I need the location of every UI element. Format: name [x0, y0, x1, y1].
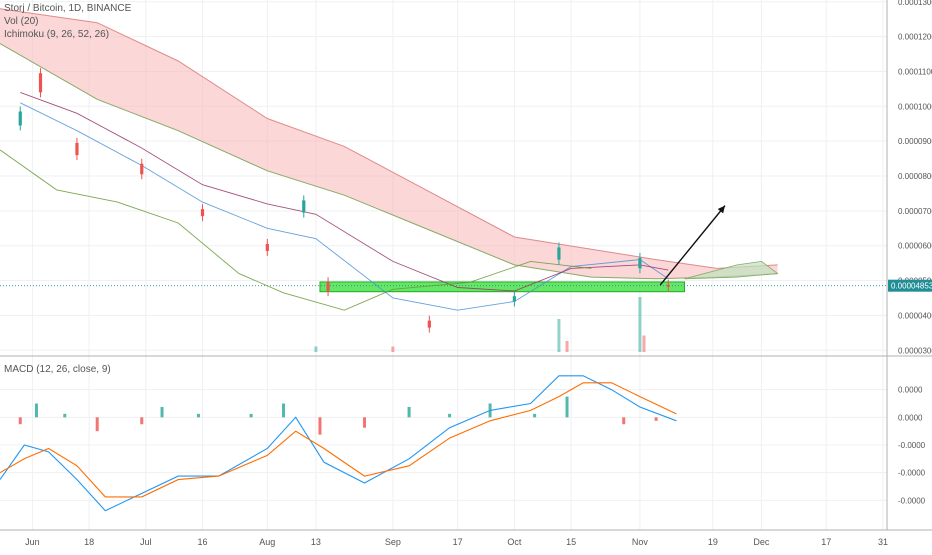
price-tick-label: 0.00004000 — [898, 311, 932, 320]
macd-histogram-bar — [140, 417, 144, 425]
time-tick-label: 13 — [311, 537, 321, 547]
macd-histogram-bar — [95, 417, 99, 432]
time-tick-label: 18 — [84, 537, 94, 547]
macd-line — [0, 375, 677, 512]
volume-bar — [565, 341, 569, 352]
volume-bars — [314, 297, 646, 352]
time-tick-label: Jun — [25, 537, 40, 547]
macd-histogram-bar — [249, 413, 253, 418]
time-tick-label: 17 — [453, 537, 463, 547]
macd-histogram-bar — [18, 417, 22, 425]
time-tick-label: Sep — [385, 537, 401, 547]
lagging-span — [0, 149, 592, 311]
symbol-title[interactable]: Storj / Bitcoin, 1D, BINANCE — [4, 3, 132, 14]
macd-histogram-bar — [318, 417, 322, 435]
macd-histogram-bar — [407, 406, 411, 418]
time-tick-label: 31 — [878, 537, 888, 547]
candle — [18, 111, 22, 126]
volume-bar — [557, 319, 561, 352]
candle — [302, 200, 306, 213]
time-tick-label: 17 — [821, 537, 831, 547]
macd-histogram-bar — [533, 413, 537, 418]
price-tick-label: 0.00010000 — [898, 102, 932, 111]
price-tick-label: 0.00012000 — [898, 33, 932, 42]
price-tick-label: 0.00011000 — [898, 67, 932, 76]
volume-bar — [391, 346, 395, 352]
time-tick-label: Aug — [259, 537, 275, 547]
macd-pane — [0, 375, 677, 512]
time-tick-label: 19 — [708, 537, 718, 547]
volume-bar — [642, 335, 646, 352]
candles — [18, 68, 670, 333]
candle — [326, 282, 330, 292]
ichimoku-cloud-fill — [0, 8, 778, 279]
macd-legend[interactable]: MACD (12, 26, close, 9) — [4, 364, 111, 375]
time-tick-label: Oct — [507, 537, 522, 547]
candle — [557, 247, 561, 260]
price-tick-label: 0.00008000 — [898, 172, 932, 181]
macd-histogram-bar — [63, 413, 67, 418]
ichimoku-legend[interactable]: Ichimoku (9, 26, 52, 26) — [4, 29, 110, 40]
macd-histogram-bar — [448, 413, 452, 418]
candle — [666, 284, 670, 287]
signal-line — [0, 382, 677, 498]
indicator-lines — [0, 91, 669, 311]
macd-histogram-bar — [565, 396, 569, 418]
cloud-span-a — [0, 8, 778, 269]
projection-arrow-head — [717, 205, 725, 214]
volume-legend[interactable]: Vol (20) — [4, 16, 39, 27]
candle — [512, 296, 516, 302]
macd-tick-label: 0.0000 — [898, 386, 923, 395]
last-price-tag — [888, 279, 932, 292]
macd-histogram-bar — [654, 417, 658, 421]
projection-arrow — [659, 205, 726, 286]
macd-histogram-bar — [282, 403, 286, 418]
ichimoku-cloud — [0, 8, 779, 280]
volume-bar — [314, 346, 318, 352]
time-tick-label: 16 — [198, 537, 208, 547]
price-tick-label: 0.00003000 — [898, 346, 932, 355]
candle — [140, 163, 144, 175]
bullish-cloud-twist — [684, 260, 779, 280]
price-tick-label: 0.00009000 — [898, 137, 932, 146]
time-tick-label: 15 — [566, 537, 576, 547]
macd-tick-label: -0.0000 — [898, 496, 926, 505]
candle — [200, 209, 205, 217]
candle — [38, 73, 43, 93]
candle — [265, 243, 269, 251]
macd-tick-label: -0.0000 — [898, 441, 926, 450]
price-tick-label: 0.00013000 — [898, 0, 932, 7]
support-zone — [319, 281, 685, 293]
support-zone-layer — [0, 281, 887, 293]
candle — [75, 142, 79, 156]
price-tick-label: 0.00006000 — [898, 242, 932, 251]
macd-histogram-bar — [196, 413, 200, 418]
annotations: 0.00004853 — [659, 205, 932, 292]
time-tick-label: Dec — [753, 537, 770, 547]
last-price-label: 0.00004853 — [891, 282, 932, 291]
candle — [427, 320, 431, 328]
macd-histogram-bar — [34, 403, 38, 418]
conversion-line — [20, 102, 669, 311]
macd-histogram-bar — [622, 417, 626, 425]
time-tick-label: Jul — [140, 537, 152, 547]
price-tick-label: 0.00007000 — [898, 207, 932, 216]
macd-histogram-bar — [160, 406, 164, 418]
cloud-span-b — [0, 43, 778, 280]
macd-histogram-bar — [363, 417, 367, 428]
macd-tick-label: -0.0000 — [898, 469, 926, 478]
volume-bar — [638, 297, 642, 352]
candle — [638, 257, 642, 269]
macd-tick-label: 0.0000 — [898, 413, 923, 422]
time-tick-label: Nov — [632, 537, 649, 547]
